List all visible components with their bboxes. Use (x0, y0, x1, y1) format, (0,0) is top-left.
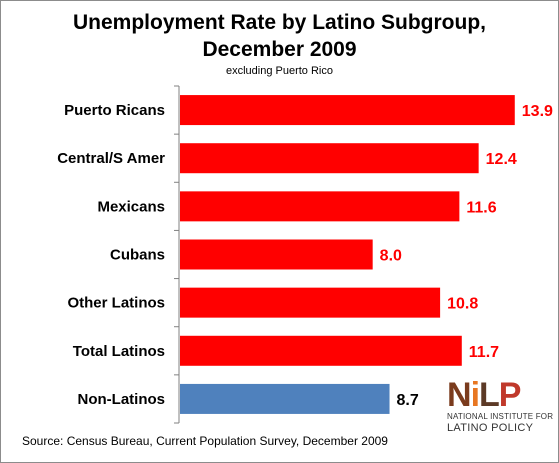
category-label: Puerto Ricans (64, 102, 165, 119)
value-label: 10.8 (447, 296, 478, 313)
bar (180, 239, 373, 270)
category-label: Total Latinos (73, 343, 165, 360)
category-label: Central/S Amer (57, 150, 165, 167)
nilp-logo-line-2: LATINO POLICY (447, 422, 534, 434)
bar (180, 383, 390, 414)
category-label: Mexicans (97, 198, 165, 215)
value-label: 11.6 (466, 199, 496, 216)
bar (180, 287, 441, 318)
bar (180, 335, 462, 366)
bar (180, 191, 460, 222)
category-label: Non-Latinos (78, 391, 166, 408)
nilp-logo: NiLP NATIONAL INSTITUTE FOR LATINO POLIC… (447, 378, 557, 448)
nilp-logo-mark: NiLP (447, 376, 521, 414)
value-label: 8.7 (397, 392, 419, 409)
chart-title-line-1: Unemployment Rate by Latino Subgroup, (72, 11, 487, 34)
bar (180, 95, 515, 126)
value-label: 8.0 (380, 248, 402, 265)
bar (180, 143, 479, 174)
value-label: 13.9 (522, 103, 553, 120)
source-note: Source: Census Bureau, Current Populatio… (22, 434, 388, 448)
chart-title: Unemployment Rate by Latino Subgroup, De… (1, 9, 558, 63)
chart-subtitle: excluding Puerto Rico (225, 65, 333, 77)
nilp-logo-line-1: NATIONAL INSTITUTE FOR (447, 412, 554, 421)
category-label: Cubans (110, 247, 165, 264)
chart-title-line-2: December 2009 (202, 38, 357, 61)
value-label: 11.7 (469, 344, 499, 361)
value-label: 12.4 (486, 151, 517, 168)
category-label: Other Latinos (67, 295, 165, 312)
